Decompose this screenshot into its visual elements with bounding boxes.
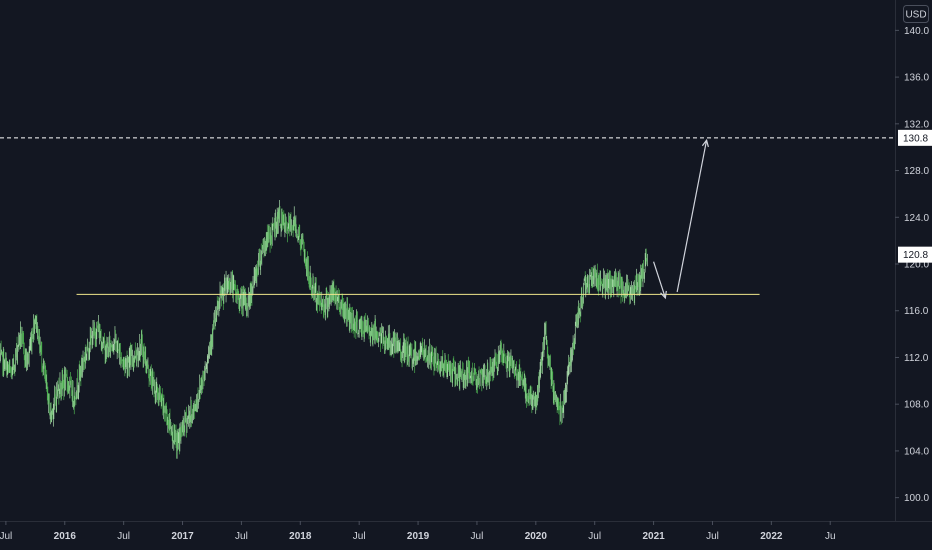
time-tick-label: 2021 <box>642 531 665 542</box>
arrow-head <box>701 138 709 148</box>
time-tick-label: Jul <box>588 531 601 542</box>
time-tick-label: Jul <box>117 531 130 542</box>
price-label-box <box>898 246 932 263</box>
price-label-badge: 130.8 <box>898 129 932 146</box>
price-tick-label: 108.0 <box>904 400 929 411</box>
time-tick-label: Jul <box>235 531 248 542</box>
time-axis-panel[interactable] <box>0 521 932 550</box>
price-label-text: 130.8 <box>903 133 928 144</box>
time-axis-ticks: Jul 2016 Jul 2017 Jul 2018 Jul 2019 Jul 2020 Jul 20… <box>0 521 836 542</box>
time-tick-label: 2016 <box>54 531 77 542</box>
time-tick-label: 2017 <box>171 531 194 542</box>
price-tick-label: 116.0 <box>904 306 929 317</box>
price-tick-label: 100.0 <box>904 493 929 504</box>
currency-label: USD <box>905 10 926 21</box>
time-tick-label: Ju <box>825 531 836 542</box>
price-tick-label: 128.0 <box>904 166 929 177</box>
price-tick-label: 104.0 <box>904 446 929 457</box>
drawn-arrow[interactable] <box>676 138 709 293</box>
price-tick-label: 120.0 <box>904 260 929 271</box>
price-axis-ticks: 140.0 136.0 132.0 128.0 124.0 120.0 116.0 112.0… <box>895 26 929 504</box>
price-label-box <box>898 129 932 146</box>
price-tick-label: 140.0 <box>904 26 929 37</box>
time-tick-label: 2018 <box>289 531 312 542</box>
price-tick-label: 112.0 <box>904 353 929 364</box>
currency-badge[interactable]: USD <box>903 5 929 23</box>
time-tick-label: 2022 <box>760 531 783 542</box>
price-labels: 130.8 120.8 <box>898 129 932 263</box>
arrow-shaft <box>653 261 666 299</box>
currency-badge-box <box>903 5 929 23</box>
time-tick-label: Jul <box>706 531 719 542</box>
price-tick-label: 136.0 <box>904 73 929 84</box>
time-tick-label: 2019 <box>407 531 430 542</box>
price-label-badge: 120.8 <box>898 246 932 263</box>
arrow-head <box>660 290 667 300</box>
time-tick-label: Jul <box>471 531 484 542</box>
arrow-shaft <box>676 140 708 293</box>
price-tick-label: 132.0 <box>904 119 929 130</box>
drawn-arrow[interactable] <box>653 261 667 300</box>
drawn-arrows <box>653 138 709 300</box>
time-tick-label: Jul <box>353 531 366 542</box>
drawn-levels <box>0 137 895 295</box>
price-tick-label: 124.0 <box>904 213 929 224</box>
ohlc-bars <box>0 199 648 459</box>
price-label-text: 120.8 <box>903 250 928 261</box>
time-tick-label: 2020 <box>525 531 548 542</box>
time-tick-label: Jul <box>0 531 12 542</box>
